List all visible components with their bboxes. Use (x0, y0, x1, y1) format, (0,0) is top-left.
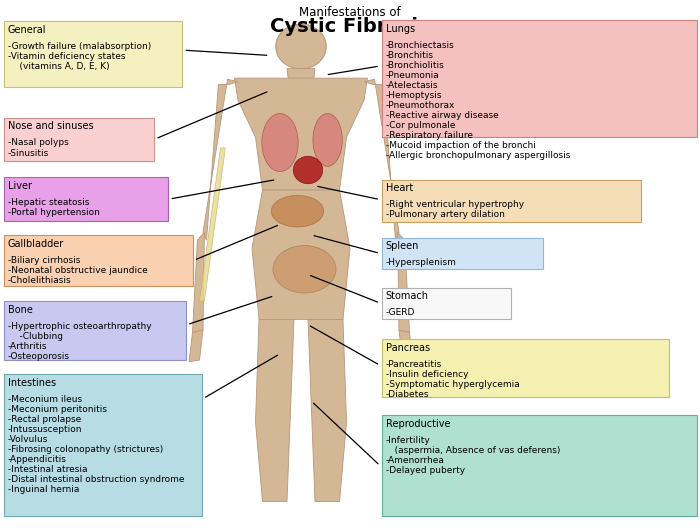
Text: -Pneumothorax: -Pneumothorax (386, 101, 455, 110)
Text: -Allergic bronchopulmonary aspergillosis: -Allergic bronchopulmonary aspergillosis (386, 151, 570, 160)
FancyBboxPatch shape (382, 238, 542, 269)
Text: -Hypertrophic osteoarthropathy: -Hypertrophic osteoarthropathy (8, 322, 151, 331)
Text: -Portal hypertension: -Portal hypertension (8, 208, 99, 217)
Polygon shape (199, 148, 225, 301)
Text: (vitamins A, D, E, K): (vitamins A, D, E, K) (8, 62, 109, 71)
Text: -Rectal prolapse: -Rectal prolapse (8, 414, 81, 423)
Text: -Right ventricular hypertrophy: -Right ventricular hypertrophy (386, 200, 524, 209)
Text: -GERD: -GERD (386, 308, 415, 317)
Text: -Reactive airway disease: -Reactive airway disease (386, 111, 498, 120)
Text: -Hemoptysis: -Hemoptysis (386, 91, 442, 100)
Text: (aspermia, Absence of vas deferens): (aspermia, Absence of vas deferens) (386, 446, 560, 455)
FancyBboxPatch shape (382, 180, 640, 222)
Text: -Fibrosing colonopathy (strictures): -Fibrosing colonopathy (strictures) (8, 445, 163, 454)
Text: -Biliary cirrhosis: -Biliary cirrhosis (8, 256, 80, 265)
Polygon shape (256, 319, 294, 502)
Ellipse shape (293, 156, 323, 184)
Text: Stomach: Stomach (386, 291, 428, 301)
Text: General: General (8, 25, 46, 35)
Text: -Growth failure (malabsorption): -Growth failure (malabsorption) (8, 42, 151, 51)
Polygon shape (252, 190, 350, 319)
Text: -Bronchitis: -Bronchitis (386, 51, 434, 60)
Text: -Respiratory failure: -Respiratory failure (386, 131, 473, 140)
Text: -Intussusception: -Intussusception (8, 425, 82, 433)
Text: -Vitamin deficiency states: -Vitamin deficiency states (8, 52, 125, 61)
Text: Pancreas: Pancreas (386, 343, 430, 353)
Ellipse shape (313, 114, 342, 166)
Polygon shape (308, 319, 346, 502)
Text: -Diabetes: -Diabetes (386, 390, 429, 399)
Text: Heart: Heart (386, 183, 413, 193)
Text: Nose and sinuses: Nose and sinuses (8, 121, 93, 131)
Text: Gallbladder: Gallbladder (8, 239, 64, 249)
Text: -Delayed puberty: -Delayed puberty (386, 466, 465, 475)
Text: -Osteoporosis: -Osteoporosis (8, 352, 70, 361)
FancyBboxPatch shape (382, 415, 696, 516)
Text: -Bronchiectasis: -Bronchiectasis (386, 41, 454, 50)
FancyBboxPatch shape (4, 374, 202, 516)
Text: -Intestinal atresia: -Intestinal atresia (8, 465, 88, 474)
Polygon shape (364, 79, 399, 240)
Text: Manifestations of: Manifestations of (299, 6, 401, 20)
Text: Reproductive: Reproductive (386, 419, 450, 429)
Text: Intestines: Intestines (8, 378, 56, 388)
Text: -Meconium ileus: -Meconium ileus (8, 394, 82, 403)
Text: -Infertility: -Infertility (386, 436, 430, 445)
Text: Bone: Bone (8, 305, 33, 315)
Text: -Distal intestinal obstruction syndrome: -Distal intestinal obstruction syndrome (8, 475, 184, 484)
Text: -Inguinal hernia: -Inguinal hernia (8, 485, 79, 494)
Text: -Mucoid impaction of the bronchi: -Mucoid impaction of the bronchi (386, 141, 536, 150)
FancyBboxPatch shape (382, 339, 668, 397)
FancyBboxPatch shape (4, 301, 186, 360)
Text: -Insulin deficiency: -Insulin deficiency (386, 370, 468, 379)
FancyBboxPatch shape (382, 288, 511, 319)
Ellipse shape (273, 246, 336, 293)
Text: -Hypersplenism: -Hypersplenism (386, 258, 456, 267)
Text: -Pneumonia: -Pneumonia (386, 71, 440, 80)
Text: -Nasal polyps: -Nasal polyps (8, 138, 69, 147)
Text: -Cor pulmonale: -Cor pulmonale (386, 121, 455, 130)
FancyBboxPatch shape (4, 21, 182, 87)
Text: -Pulmonary artery dilation: -Pulmonary artery dilation (386, 210, 505, 219)
FancyBboxPatch shape (4, 235, 192, 286)
Polygon shape (193, 232, 204, 333)
Text: -Volvulus: -Volvulus (8, 435, 48, 444)
Polygon shape (399, 330, 413, 362)
Polygon shape (234, 78, 368, 190)
Text: -Symptomatic hyperglycemia: -Symptomatic hyperglycemia (386, 380, 519, 389)
Text: -Clubbing: -Clubbing (8, 332, 63, 341)
FancyBboxPatch shape (4, 177, 168, 221)
Text: Liver: Liver (8, 181, 32, 191)
Text: -Atelectasis: -Atelectasis (386, 81, 438, 90)
FancyBboxPatch shape (4, 118, 154, 161)
Text: -Appendicitis: -Appendicitis (8, 455, 66, 464)
Polygon shape (287, 69, 315, 80)
Text: -Hepatic steatosis: -Hepatic steatosis (8, 198, 89, 207)
Text: Spleen: Spleen (386, 241, 419, 251)
Text: -Amenorrhea: -Amenorrhea (386, 456, 444, 465)
Polygon shape (203, 79, 238, 240)
Text: -Pancreatitis: -Pancreatitis (386, 360, 442, 369)
Text: Cystic Fibrosis: Cystic Fibrosis (270, 17, 430, 36)
Text: -Bronchiolitis: -Bronchiolitis (386, 61, 444, 70)
Polygon shape (189, 330, 203, 362)
Text: -Cholelithiasis: -Cholelithiasis (8, 276, 71, 285)
Text: -Sinusitis: -Sinusitis (8, 148, 49, 157)
Text: Lungs: Lungs (386, 24, 415, 34)
Text: -Meconium peritonitis: -Meconium peritonitis (8, 404, 106, 413)
Text: -Neonatal obstructive jaundice: -Neonatal obstructive jaundice (8, 266, 148, 275)
Ellipse shape (276, 24, 326, 69)
Polygon shape (398, 232, 410, 333)
Ellipse shape (262, 114, 298, 172)
Text: -Arthritis: -Arthritis (8, 342, 47, 351)
FancyBboxPatch shape (382, 20, 696, 137)
Ellipse shape (272, 195, 323, 227)
